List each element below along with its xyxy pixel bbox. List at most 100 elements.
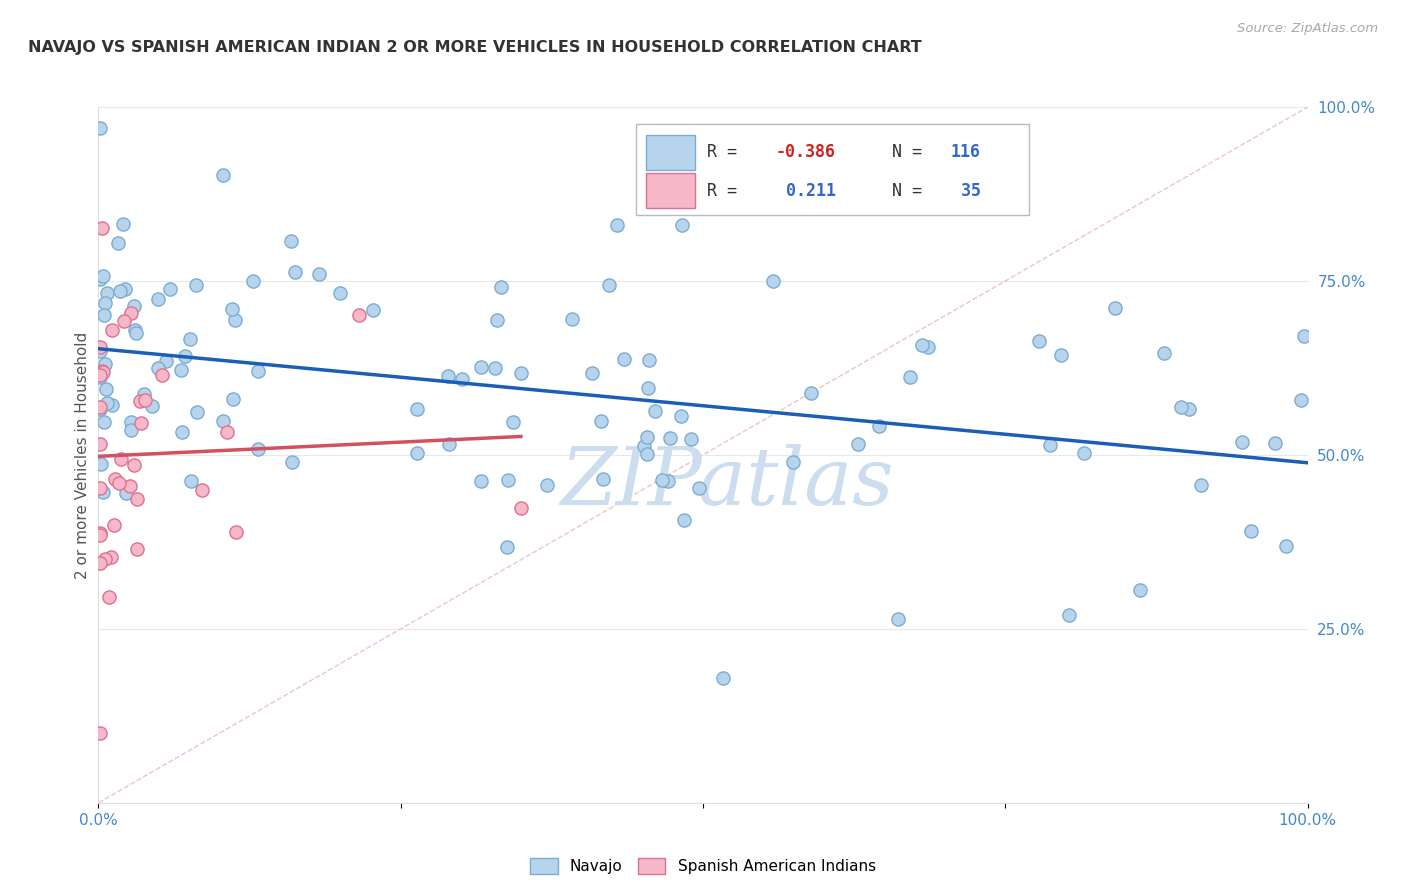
- Point: [898, 370, 921, 384]
- Point: [1230, 434, 1253, 449]
- Point: [613, 351, 636, 366]
- Text: 35: 35: [950, 182, 981, 200]
- Point: [155, 354, 177, 368]
- Point: [94, 358, 117, 372]
- Point: [561, 311, 583, 326]
- Point: [308, 267, 330, 281]
- Point: [671, 409, 693, 424]
- Point: [94, 382, 117, 396]
- Point: [502, 416, 524, 430]
- Point: [91, 220, 114, 235]
- Point: [242, 274, 264, 288]
- Point: [437, 369, 460, 384]
- Point: [281, 455, 304, 469]
- Point: [246, 442, 269, 456]
- Point: [591, 413, 613, 427]
- Point: [89, 370, 111, 384]
- Point: [108, 284, 131, 298]
- Point: [221, 392, 243, 406]
- Point: [101, 398, 124, 412]
- Text: R =: R =: [707, 182, 747, 200]
- Point: [150, 368, 173, 383]
- Text: N =: N =: [872, 144, 932, 161]
- Text: N =: N =: [872, 182, 932, 200]
- Point: [89, 340, 111, 354]
- Text: NAVAJO VS SPANISH AMERICAN INDIAN 2 OR MORE VEHICLES IN HOUSEHOLD CORRELATION CH: NAVAJO VS SPANISH AMERICAN INDIAN 2 OR M…: [28, 40, 922, 55]
- Point: [125, 326, 148, 340]
- Point: [89, 368, 111, 383]
- Point: [1153, 346, 1175, 360]
- Point: [125, 492, 148, 507]
- Point: [536, 477, 558, 491]
- Point: [146, 360, 169, 375]
- Point: [1294, 329, 1316, 343]
- Point: [868, 419, 890, 434]
- Point: [186, 404, 208, 418]
- Point: [1049, 349, 1071, 363]
- Point: [141, 399, 163, 413]
- Point: [120, 423, 142, 437]
- Point: [120, 306, 142, 320]
- Point: [96, 286, 118, 301]
- Point: [107, 236, 129, 251]
- Point: [184, 278, 207, 293]
- Point: [1177, 401, 1199, 416]
- Text: R =: R =: [707, 144, 747, 161]
- Point: [217, 425, 239, 440]
- Point: [134, 393, 156, 408]
- Point: [762, 274, 785, 288]
- Point: [486, 312, 509, 326]
- Point: [247, 364, 270, 378]
- Point: [1170, 400, 1192, 414]
- Point: [672, 513, 695, 527]
- Point: [179, 332, 201, 346]
- Point: [111, 217, 134, 231]
- Point: [90, 364, 112, 378]
- Point: [89, 556, 111, 570]
- Point: [644, 404, 666, 418]
- Point: [1129, 583, 1152, 598]
- Point: [180, 475, 202, 489]
- Point: [606, 219, 628, 233]
- Point: [887, 612, 910, 626]
- Point: [659, 431, 682, 445]
- Y-axis label: 2 or more Vehicles in Household: 2 or more Vehicles in Household: [75, 331, 90, 579]
- Point: [132, 386, 155, 401]
- Point: [405, 402, 427, 417]
- Point: [657, 474, 679, 488]
- Point: [93, 308, 115, 322]
- Point: [671, 218, 693, 232]
- Point: [172, 425, 194, 439]
- Point: [1289, 393, 1312, 408]
- Point: [211, 168, 233, 182]
- Point: [103, 518, 125, 533]
- Point: [1073, 446, 1095, 460]
- Point: [224, 313, 246, 327]
- Point: [1039, 438, 1062, 452]
- Point: [125, 542, 148, 557]
- Point: [1264, 436, 1286, 450]
- Point: [97, 591, 120, 605]
- Point: [1057, 607, 1080, 622]
- Point: [911, 338, 934, 352]
- Point: [173, 349, 195, 363]
- Point: [637, 381, 659, 395]
- Point: [104, 472, 127, 486]
- Point: [114, 281, 136, 295]
- Point: [122, 299, 145, 313]
- FancyBboxPatch shape: [637, 124, 1029, 215]
- Point: [114, 485, 136, 500]
- Point: [191, 483, 214, 497]
- Point: [470, 475, 492, 489]
- Point: [451, 372, 474, 386]
- Point: [101, 323, 124, 337]
- Point: [89, 120, 111, 135]
- Point: [225, 524, 247, 539]
- Point: [711, 671, 734, 685]
- Point: [89, 525, 111, 540]
- Point: [93, 415, 115, 429]
- Point: [800, 386, 823, 401]
- Point: [681, 432, 703, 446]
- Point: [581, 366, 603, 380]
- Point: [89, 481, 111, 495]
